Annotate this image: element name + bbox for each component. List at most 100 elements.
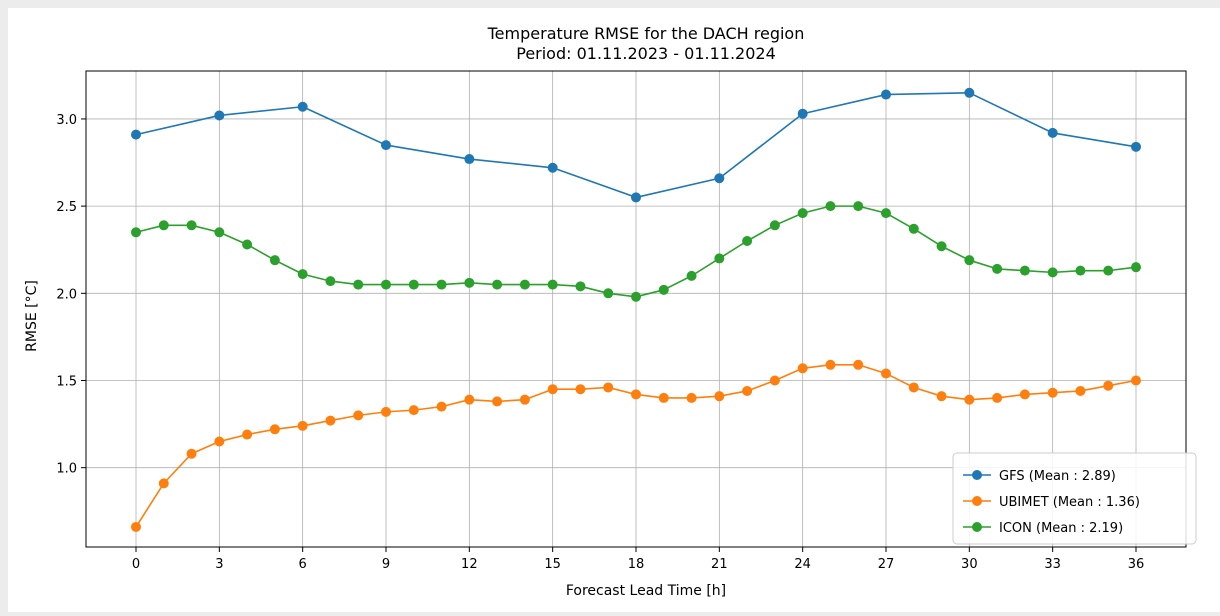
data-point-gfs xyxy=(464,154,475,165)
legend-box xyxy=(952,452,1197,545)
data-point-icon xyxy=(769,220,780,231)
x-axis-label: Forecast Lead Time [h] xyxy=(566,583,726,599)
y-tick-label: 2.0 xyxy=(56,287,77,302)
chart-title: Temperature RMSE for the DACH region xyxy=(487,24,805,43)
data-point-gfs xyxy=(214,110,225,121)
data-point-ubimet xyxy=(1019,389,1030,400)
data-point-icon xyxy=(797,208,808,219)
data-point-gfs xyxy=(964,87,975,98)
y-tick-label: 1.0 xyxy=(56,462,77,477)
legend-items: GFS (Mean : 2.89) UBIMET (Mean : 1.36) ICO… xyxy=(963,469,1140,536)
legend: GFS (Mean : 2.89) UBIMET (Mean : 1.36) ICO… xyxy=(952,452,1197,545)
data-point-icon xyxy=(492,279,503,290)
x-tick-label: 6 xyxy=(299,557,307,572)
data-point-ubimet xyxy=(547,384,558,395)
figure-canvas: 0 3 6 9 12 15 18 21 24 27 30 33 36 1.0 1.5 2.0 2.5 3.0 T… xyxy=(8,8,1220,612)
data-point-gfs xyxy=(881,89,891,100)
data-point-ubimet xyxy=(992,392,1003,403)
series-gfs xyxy=(131,87,1141,203)
data-point-ubimet xyxy=(325,415,336,426)
data-point-ubimet xyxy=(1047,387,1058,398)
data-point-ubimet xyxy=(519,394,530,405)
data-point-icon xyxy=(908,223,919,234)
data-point-ubimet xyxy=(464,394,475,405)
y-axis-label: RMSE [°C] xyxy=(24,280,40,352)
legend-label: GFS (Mean : 2.89) xyxy=(999,469,1116,484)
data-point-ubimet xyxy=(908,382,919,393)
data-point-ubimet xyxy=(186,448,197,459)
data-point-ubimet xyxy=(631,389,641,400)
data-point-icon xyxy=(269,255,280,266)
data-point-gfs xyxy=(297,101,308,112)
data-point-gfs xyxy=(381,140,391,151)
data-point-gfs xyxy=(1131,141,1141,152)
legend-label: UBIMET (Mean : 1.36) xyxy=(999,495,1140,510)
x-tick-label: 21 xyxy=(711,557,728,572)
data-point-gfs xyxy=(131,129,141,140)
data-point-icon xyxy=(936,241,947,252)
data-point-ubimet xyxy=(936,391,947,402)
series-layer xyxy=(131,87,1141,532)
data-point-icon xyxy=(964,255,975,266)
data-point-icon xyxy=(742,236,753,246)
y-axis-ticks: 1.0 1.5 2.0 2.5 3.0 xyxy=(56,113,86,477)
data-point-ubimet xyxy=(853,359,864,370)
data-point-ubimet xyxy=(1103,380,1114,391)
data-point-icon xyxy=(1131,262,1141,273)
data-point-ubimet xyxy=(797,363,808,374)
data-point-ubimet xyxy=(658,392,669,403)
x-tick-label: 36 xyxy=(1128,557,1145,572)
data-point-ubimet xyxy=(964,394,975,405)
chart-subtitle: Period: 01.11.2023 - 01.11.2024 xyxy=(516,44,776,63)
x-tick-label: 3 xyxy=(215,557,223,572)
x-tick-label: 18 xyxy=(628,557,645,572)
data-point-gfs xyxy=(1047,127,1058,138)
data-point-icon xyxy=(631,291,641,302)
data-point-ubimet xyxy=(214,436,225,447)
data-point-icon xyxy=(658,284,669,295)
data-point-ubimet xyxy=(575,384,586,395)
data-point-gfs xyxy=(797,108,808,119)
data-point-icon xyxy=(464,277,475,288)
data-point-icon xyxy=(853,201,864,212)
data-point-icon xyxy=(1019,265,1030,276)
data-point-ubimet xyxy=(436,401,447,412)
data-point-ubimet xyxy=(297,420,308,431)
legend-entry-ubimet: UBIMET (Mean : 1.36) xyxy=(963,495,1140,510)
data-point-icon xyxy=(297,269,308,280)
data-point-icon xyxy=(186,220,197,231)
data-point-icon xyxy=(992,263,1003,274)
data-point-icon xyxy=(1075,265,1086,276)
data-point-ubimet xyxy=(742,385,753,396)
data-point-icon xyxy=(381,279,391,290)
x-tick-label: 0 xyxy=(132,557,140,572)
data-point-icon xyxy=(408,279,419,290)
data-point-ubimet xyxy=(714,391,725,402)
x-tick-label: 27 xyxy=(878,557,895,572)
data-point-icon xyxy=(519,279,530,290)
data-point-icon xyxy=(1047,267,1058,278)
x-axis-ticks: 0 3 6 9 12 15 18 21 24 27 30 33 36 xyxy=(132,547,1144,572)
data-point-ubimet xyxy=(881,368,891,379)
data-point-ubimet xyxy=(1131,375,1141,386)
data-point-gfs xyxy=(714,173,725,184)
data-point-icon xyxy=(825,201,836,212)
data-point-ubimet xyxy=(825,359,836,370)
data-point-ubimet xyxy=(242,429,253,440)
data-point-icon xyxy=(436,279,447,290)
data-point-icon xyxy=(242,239,253,250)
series-icon xyxy=(131,201,1141,302)
data-point-gfs xyxy=(547,162,558,173)
y-tick-label: 1.5 xyxy=(56,374,77,389)
legend-entry-icon: ICON (Mean : 2.19) xyxy=(963,521,1123,536)
data-point-ubimet xyxy=(353,410,364,421)
data-point-ubimet xyxy=(769,375,780,386)
data-point-icon xyxy=(325,276,336,287)
data-point-ubimet xyxy=(131,521,141,532)
data-point-icon xyxy=(547,279,558,290)
legend-swatch-marker xyxy=(972,496,982,506)
data-point-icon xyxy=(158,220,169,231)
data-point-ubimet xyxy=(381,406,391,417)
legend-swatch-marker xyxy=(972,470,982,480)
